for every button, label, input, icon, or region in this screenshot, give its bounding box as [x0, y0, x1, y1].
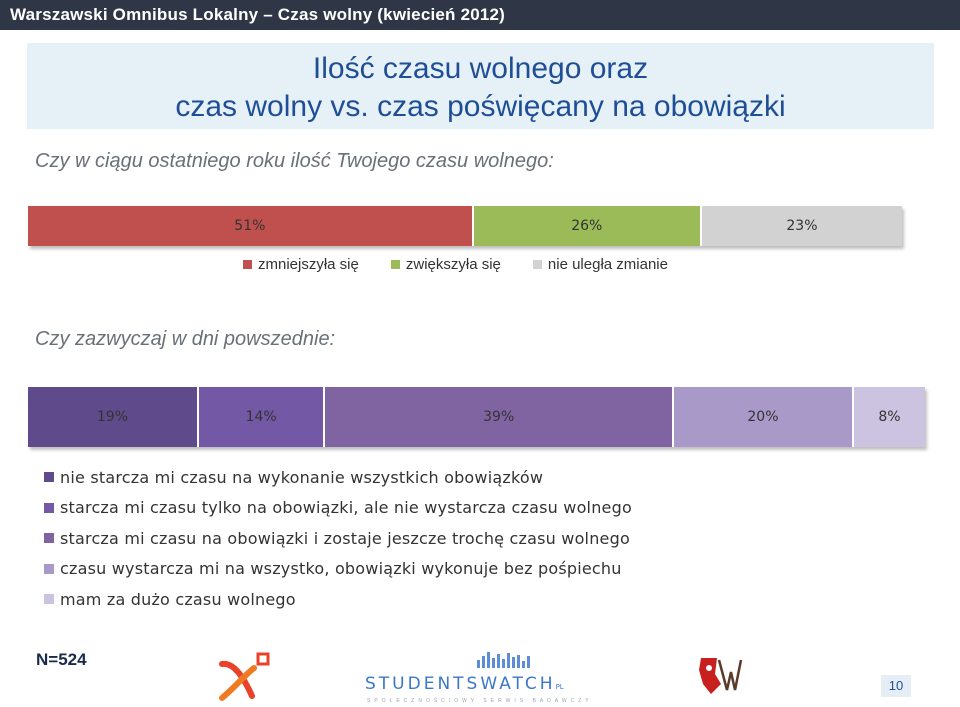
- title-line-1: Ilość czasu wolnego oraz: [312, 52, 649, 85]
- legend-0-swatch-1: [390, 260, 400, 269]
- legend-1-swatch-4: [44, 594, 54, 605]
- bar-1-data-label-2: 39%: [483, 409, 515, 425]
- legend-1-swatch-2: [44, 533, 54, 544]
- bar-0-data-label-2: 23%: [786, 218, 818, 234]
- legend-2: nie starcza mi czasu na wykonanie wszyst…: [44, 462, 632, 615]
- question-2: Czy zazwyczaj w dni powszednie:: [35, 328, 336, 350]
- logo-subtitle: SPOŁECZNOŚCIOWY SERWIS BADAWCZY: [367, 698, 593, 704]
- legend-1-swatch-3: [44, 563, 54, 574]
- sample-size-label: N=524: [36, 650, 87, 669]
- equalizer-icon: [477, 652, 530, 668]
- legend-1: zmniejszyła się zwiększyła się nie uległa …: [243, 256, 668, 273]
- bar-0-segment-2: 23%: [701, 206, 902, 246]
- bar-1-segment-3: 20%: [674, 387, 854, 447]
- legend-1-label-4: mam za dużo czasu wolnego: [60, 589, 296, 609]
- studentswatch-logo: STUDENTSWATCHPL SPOŁECZNOŚCIOWY SERWIS B…: [365, 652, 600, 704]
- title-box: Ilość czasu wolnego oraz czas wolny vs. …: [27, 43, 934, 129]
- legend-0-label-0: zmniejszyła się: [258, 256, 359, 273]
- chi-logo-icon: [219, 652, 270, 701]
- crest-logo-icon: [699, 658, 743, 694]
- legend-1-label-1: starcza mi czasu tylko na obowiązki, ale…: [60, 498, 632, 518]
- bar-1-data-label-4: 8%: [878, 409, 901, 425]
- question-1: Czy w ciągu ostatniego roku ilość Twojeg…: [35, 150, 554, 172]
- legend-1-item-4: mam za dużo czasu wolnego: [44, 584, 632, 615]
- logo-suffix: PL: [555, 683, 564, 691]
- bar-1-segment-0: 19%: [28, 387, 199, 447]
- legend-1-swatch-1: [44, 502, 54, 513]
- title-line-2: czas wolny vs. czas poświęcany na obowią…: [175, 90, 786, 123]
- legend-1-item-1: starcza mi czasu tylko na obowiązki, ale…: [44, 493, 632, 524]
- legend-0-swatch-0: [243, 260, 252, 269]
- page-number: 10: [881, 675, 911, 697]
- legend-1-label-2: starcza mi czasu na obowiązki i zostaje …: [60, 528, 630, 548]
- bar-1-data-label-3: 20%: [747, 409, 779, 425]
- legend-1-swatch-0: [44, 472, 54, 483]
- header-bar: Warszawski Omnibus Lokalny – Czas wolny …: [0, 0, 960, 30]
- bar-1-segment-1: 14%: [198, 387, 326, 447]
- legend-1-label-3: czasu wystarcza mi na wszystko, obowiązk…: [60, 559, 622, 579]
- logo-text: STUDENTSWATCH: [365, 674, 556, 694]
- header-text: Warszawski Omnibus Lokalny – Czas wolny …: [10, 5, 506, 24]
- stacked-bar-1: 51% 26% 23%: [28, 206, 902, 246]
- legend-0-swatch-2: [532, 260, 542, 269]
- legend-0-item-0: zmniejszyła się: [243, 256, 359, 273]
- bar-1-data-label-1: 14%: [245, 409, 277, 425]
- bar-0-data-label-1: 26%: [571, 218, 603, 234]
- legend-0-label-1: zwiększyła się: [405, 256, 501, 273]
- legend-1-label-0: nie starcza mi czasu na wykonanie wszyst…: [60, 467, 544, 487]
- bar-1-segment-4: 8%: [853, 387, 925, 447]
- legend-0-item-2: nie uległa zmianie: [532, 256, 668, 273]
- bar-0-segment-0: 51%: [28, 206, 474, 246]
- legend-1-item-0: nie starcza mi czasu na wykonanie wszyst…: [44, 462, 632, 493]
- stacked-bar-2: 19% 14% 39% 20% 8%: [28, 387, 925, 447]
- legend-0-label-2: nie uległa zmianie: [547, 256, 668, 273]
- legend-0-item-1: zwiększyła się: [390, 256, 501, 273]
- legend-1-item-2: starcza mi czasu na obowiązki i zostaje …: [44, 523, 632, 554]
- bar-0-data-label-0: 51%: [234, 218, 266, 234]
- legend-1-item-3: czasu wystarcza mi na wszystko, obowiązk…: [44, 554, 632, 585]
- bar-1-segment-2: 39%: [325, 387, 675, 447]
- bar-0-segment-1: 26%: [473, 206, 702, 246]
- bar-1-data-label-0: 19%: [96, 409, 129, 425]
